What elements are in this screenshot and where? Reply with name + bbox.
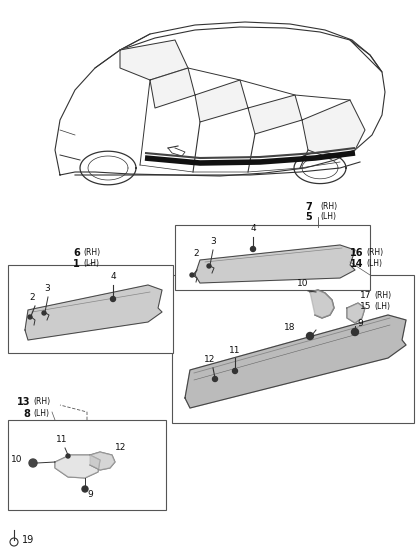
- Text: (RH): (RH): [320, 202, 337, 211]
- Text: 8: 8: [23, 409, 30, 419]
- Text: 10: 10: [297, 279, 308, 288]
- Polygon shape: [90, 452, 115, 470]
- Bar: [172, 275, 414, 423]
- Polygon shape: [248, 95, 302, 134]
- Polygon shape: [25, 285, 162, 340]
- Text: 16: 16: [349, 248, 363, 258]
- Text: 3: 3: [44, 284, 50, 293]
- Text: (LH): (LH): [33, 409, 49, 418]
- Text: 9: 9: [357, 319, 363, 328]
- Text: (RH): (RH): [33, 397, 50, 406]
- Polygon shape: [310, 290, 334, 318]
- Polygon shape: [302, 100, 365, 158]
- Circle shape: [28, 315, 32, 319]
- Text: (LH): (LH): [83, 259, 99, 268]
- Text: 2: 2: [193, 249, 199, 258]
- Circle shape: [207, 264, 211, 268]
- Text: 11: 11: [229, 346, 241, 355]
- Text: 7: 7: [305, 202, 312, 212]
- Text: 4: 4: [110, 272, 116, 281]
- Circle shape: [233, 369, 238, 374]
- Bar: [8, 265, 173, 353]
- Circle shape: [307, 332, 313, 340]
- Polygon shape: [55, 455, 100, 478]
- Text: (LH): (LH): [374, 302, 390, 311]
- Text: (RH): (RH): [83, 248, 100, 257]
- Circle shape: [111, 296, 116, 301]
- Polygon shape: [195, 245, 355, 283]
- Text: (LH): (LH): [320, 212, 336, 221]
- Text: (RH): (RH): [366, 248, 383, 257]
- Circle shape: [82, 486, 88, 492]
- Circle shape: [251, 246, 256, 251]
- Text: 3: 3: [210, 237, 216, 246]
- Circle shape: [212, 376, 217, 381]
- Text: 14: 14: [349, 259, 363, 269]
- Text: 18: 18: [284, 323, 295, 332]
- Text: (RH): (RH): [374, 291, 391, 300]
- Bar: [8, 420, 166, 510]
- Text: 10: 10: [10, 455, 22, 464]
- Polygon shape: [347, 303, 365, 323]
- Text: 2: 2: [29, 293, 35, 302]
- Circle shape: [42, 311, 46, 315]
- Text: 12: 12: [115, 443, 127, 452]
- Polygon shape: [150, 68, 195, 108]
- Text: 13: 13: [16, 397, 30, 407]
- Circle shape: [190, 273, 194, 277]
- Text: 11: 11: [56, 435, 68, 444]
- Text: 19: 19: [22, 535, 34, 545]
- Polygon shape: [195, 80, 248, 122]
- Polygon shape: [185, 315, 406, 408]
- Text: 9: 9: [87, 490, 93, 499]
- Circle shape: [66, 454, 70, 458]
- Text: 15: 15: [360, 302, 372, 311]
- Text: 12: 12: [204, 355, 216, 364]
- Text: 17: 17: [360, 291, 372, 300]
- Circle shape: [352, 329, 359, 335]
- Text: 5: 5: [305, 212, 312, 222]
- Text: 1: 1: [73, 259, 80, 269]
- Bar: [175, 225, 370, 290]
- Circle shape: [29, 459, 37, 467]
- Text: (LH): (LH): [366, 259, 382, 268]
- Polygon shape: [120, 40, 188, 80]
- Text: 4: 4: [250, 224, 256, 233]
- Text: 6: 6: [73, 248, 80, 258]
